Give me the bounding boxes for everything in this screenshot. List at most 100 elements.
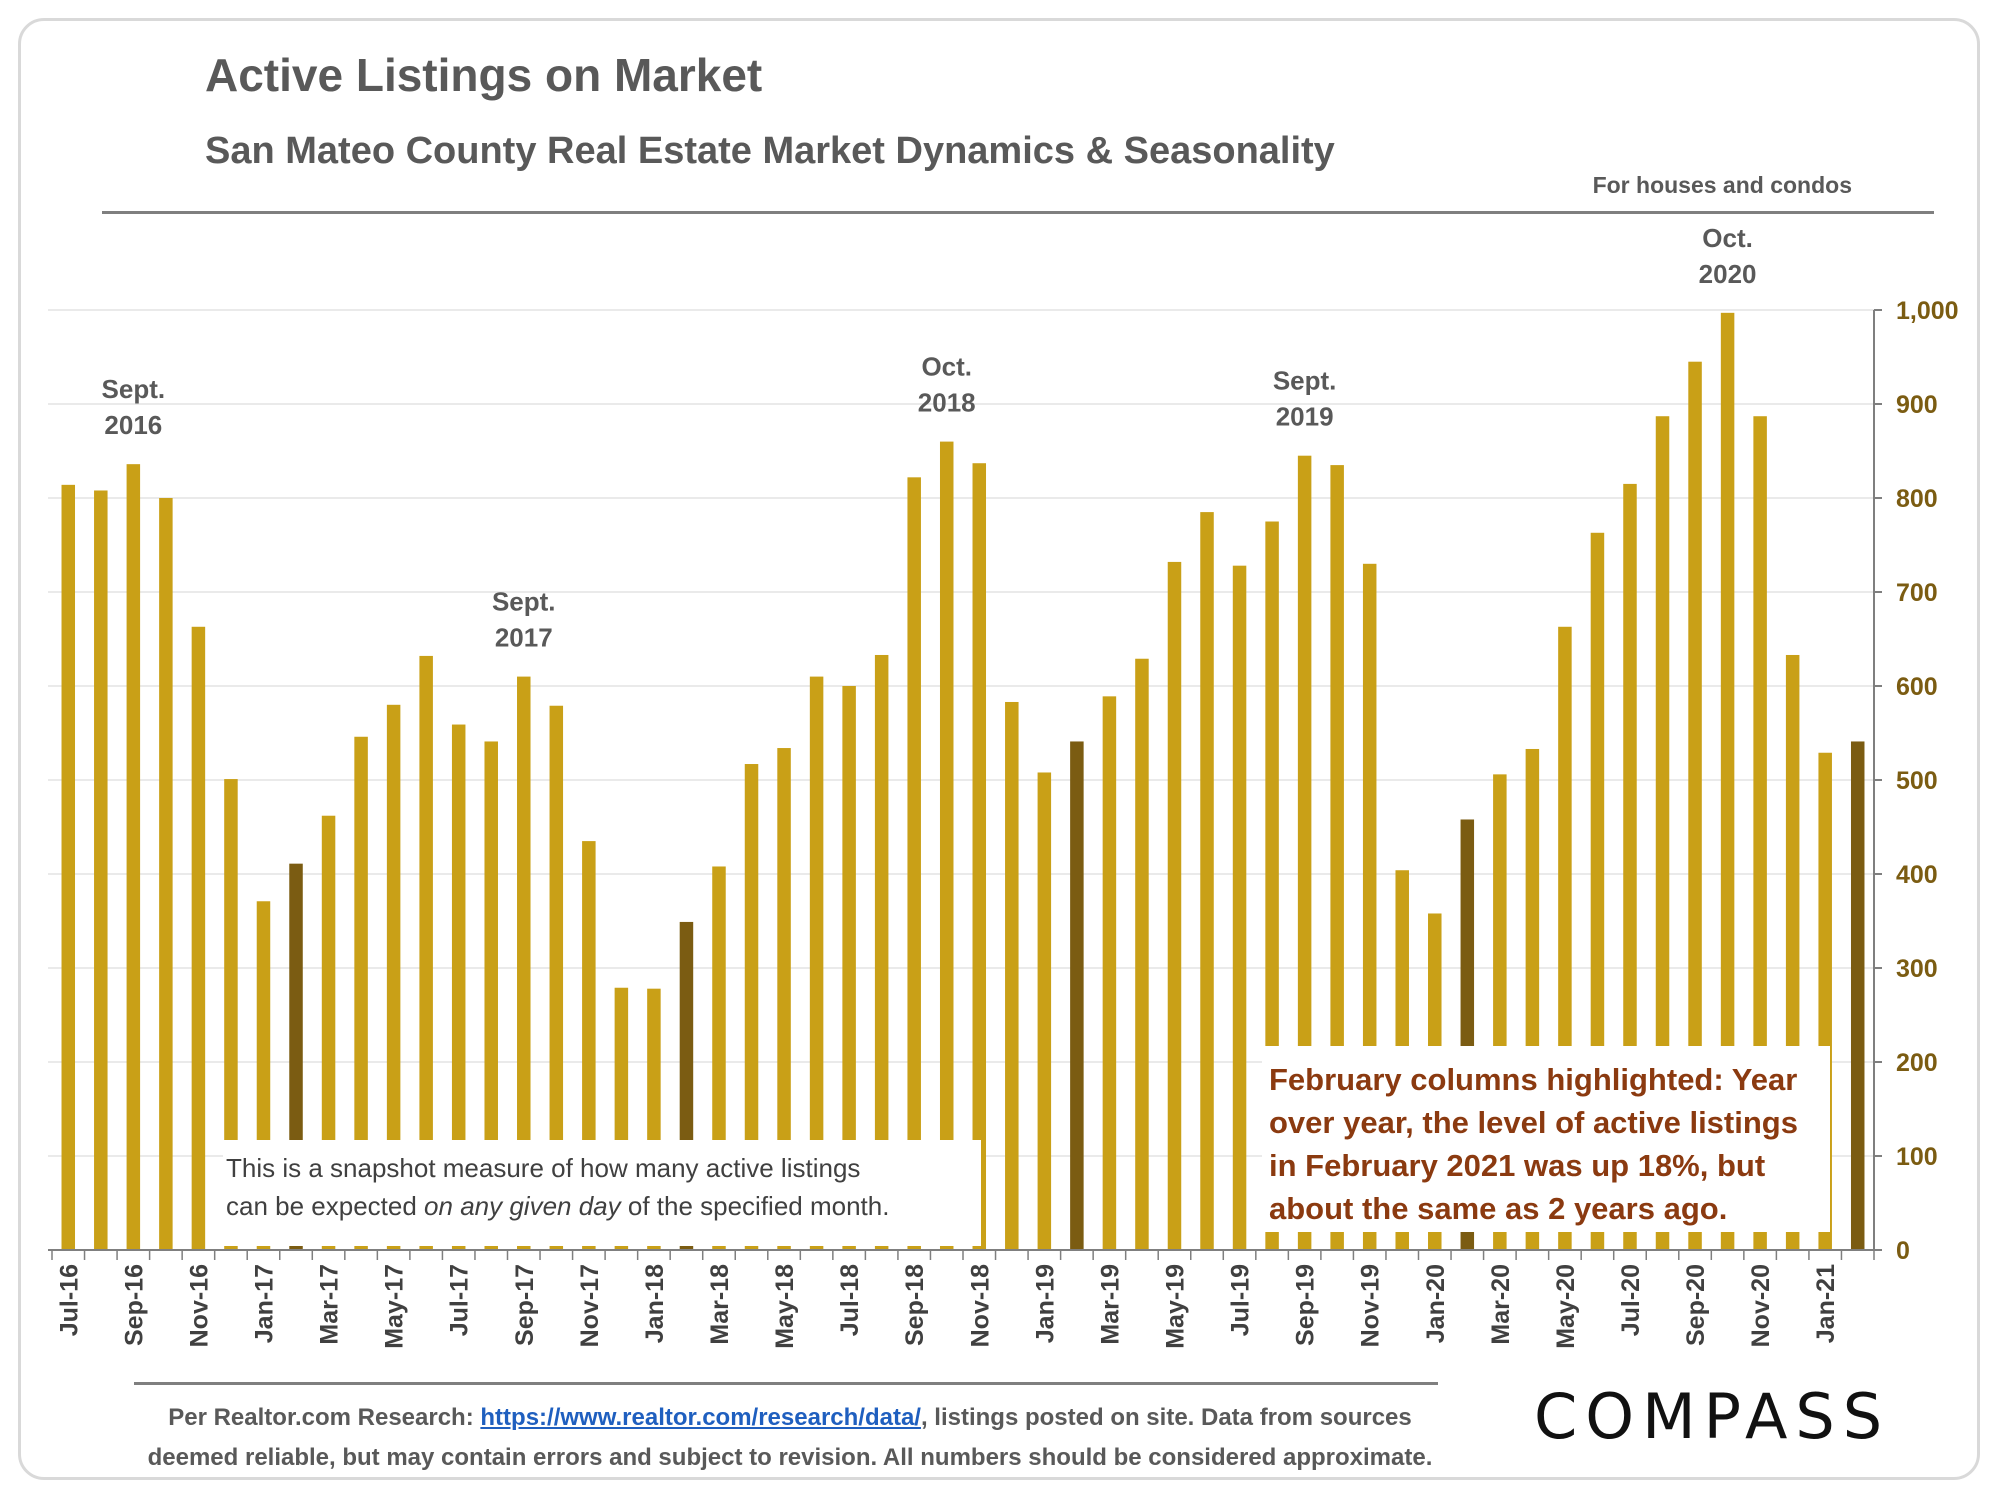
annotation-month: Sept. [492,587,556,617]
x-tick-label: Nov-17 [576,1264,604,1347]
snapshot-note-line2a: can be expected [226,1191,424,1221]
x-tick-label: Sep-19 [1292,1264,1320,1346]
y-tick-label: 700 [1896,579,1938,607]
snapshot-note: This is a snapshot measure of how many a… [223,1140,981,1246]
x-tick-label: Mar-18 [706,1264,734,1345]
annotation-month: Sept. [102,374,166,404]
scope-note: For houses and condos [1592,172,1852,198]
x-tick-label: Jul-16 [55,1264,83,1336]
bar-oct-17 [549,705,564,1250]
bar-may-18 [777,748,791,1250]
y-tick-label: 500 [1896,767,1938,795]
header-divider [102,211,1934,214]
bar-jul-18 [842,686,856,1250]
callout-line-2: over year, the level of active listings [1269,1105,1798,1140]
bar-apr-18 [744,764,759,1250]
source-link[interactable]: https://www.realtor.com/research/data/ [480,1404,921,1431]
bar-sep-20 [1688,361,1702,1250]
x-tick-label: Jul-20 [1617,1264,1645,1336]
y-tick-label: 0 [1896,1237,1910,1265]
y-tick-label: 600 [1896,673,1938,701]
bar-jan-19 [1037,772,1052,1250]
x-axis: Jul-16 Sep-16 Nov-16 Jan-17 Mar-17 May-17 Jul-… [48,1249,1875,1349]
bar-jun-17 [419,655,433,1250]
footer-after-link: , listings posted on site. Data from sou… [920,1404,1412,1431]
bar-jul-19 [1232,565,1247,1250]
bar-jun-19 [1200,512,1214,1250]
callout-line-1: February columns highlighted: Year [1269,1062,1797,1097]
bar-apr-19 [1135,658,1149,1250]
bar-oct-16 [159,498,173,1250]
bar-mar-19 [1102,696,1117,1250]
compass-logo: COMPASS [1534,1380,1891,1453]
x-tick-label: Nov-18 [966,1264,994,1347]
bar-feb-21 [1850,741,1865,1250]
y-tick-label: 900 [1896,391,1938,419]
footer-prefix: Per Realtor.com Research: [168,1404,474,1431]
source-footnote: Per Realtor.com Research: https://www.re… [90,1398,1490,1478]
callout-line-3: in February 2021 was up 18%, but [1269,1148,1765,1183]
x-tick-label: Jul-17 [446,1264,474,1336]
x-tick-label: Jan-18 [641,1264,669,1343]
y-axis: 0 100 200 300 400 500 600 700 800 900 1,000 [1873,297,1959,1265]
x-tick-label: Jul-18 [836,1264,864,1336]
footer-line2: deemed reliable, but may contain errors … [147,1444,1433,1471]
x-tick-label: Jan-21 [1812,1264,1840,1343]
bar-sep-17 [517,676,531,1250]
bar-nov-16 [191,626,206,1250]
callout-line-4: about the same as 2 years ago. [1269,1191,1727,1226]
x-tick-label: Mar-20 [1487,1264,1515,1345]
y-tick-label: 1,000 [1896,297,1959,325]
annotation-month: Sept. [1273,366,1337,396]
x-tick-label: Nov-16 [185,1264,213,1347]
bar-aug-20 [1655,416,1670,1251]
x-tick-label: Jan-20 [1422,1264,1450,1343]
bar-feb-19 [1070,741,1084,1250]
x-tick-label: Sep-20 [1682,1264,1710,1346]
snapshot-note-line2b: of the specified month. [621,1191,890,1221]
annotation-year: 2019 [1276,402,1334,432]
bar-aug-16 [94,490,108,1251]
x-tick-label: Jan-17 [250,1264,278,1343]
bar-jul-16 [61,484,76,1251]
x-tick-label: Sep-17 [511,1264,539,1346]
page-subtitle: San Mateo County Real Estate Market Dyna… [205,130,1335,172]
bar-nov-18 [972,463,987,1251]
annotation-year: 2016 [104,410,162,440]
page-title: Active Listings on Market [205,49,763,101]
footer-divider [134,1382,1438,1385]
annotation-year: 2017 [495,623,553,653]
bar-jun-18 [809,676,824,1250]
bar-oct-18 [939,441,954,1251]
x-tick-label: May-17 [381,1264,409,1349]
bar-apr-17 [354,736,368,1250]
x-tick-label: Mar-17 [316,1264,344,1345]
snapshot-note-emphasis: on any given day [424,1191,623,1221]
x-tick-label: Jul-19 [1227,1264,1255,1336]
x-tick-label: Nov-19 [1357,1264,1385,1347]
bar-jul-17 [451,724,466,1250]
svg-text:can be expected on any given d: can be expected on any given day of the … [226,1191,889,1221]
annotation-month: Oct. [1702,223,1753,253]
annotation-year: 2018 [918,388,976,418]
x-tick-label: Jan-19 [1031,1264,1059,1343]
y-tick-label: 300 [1896,955,1938,983]
y-tick-label: 400 [1896,861,1938,889]
bar-may-19 [1167,561,1182,1250]
bar-may-17 [386,704,401,1250]
annotation-month: Oct. [921,352,972,382]
y-tick-label: 100 [1896,1143,1938,1171]
svg-text:This is a snapshot measure of: This is a snapshot measure of how many a… [226,1153,860,1183]
y-tick-label: 800 [1896,485,1938,513]
snapshot-note-line1: This is a snapshot measure of how many a… [226,1153,860,1183]
bar-sep-16 [126,464,141,1250]
bar-dec-18 [1005,701,1019,1250]
x-tick-label: May-18 [771,1264,799,1349]
x-tick-label: May-20 [1552,1264,1580,1349]
peak-annotations: Sept. 2016 Sept. 2017 Oct. 2018 Sept. 2019 Oct. 2… [102,223,1757,653]
bar-aug-17 [484,741,498,1250]
x-tick-label: Sep-16 [120,1264,148,1346]
bar-nov-20 [1753,416,1767,1251]
bar-aug-18 [874,654,889,1250]
